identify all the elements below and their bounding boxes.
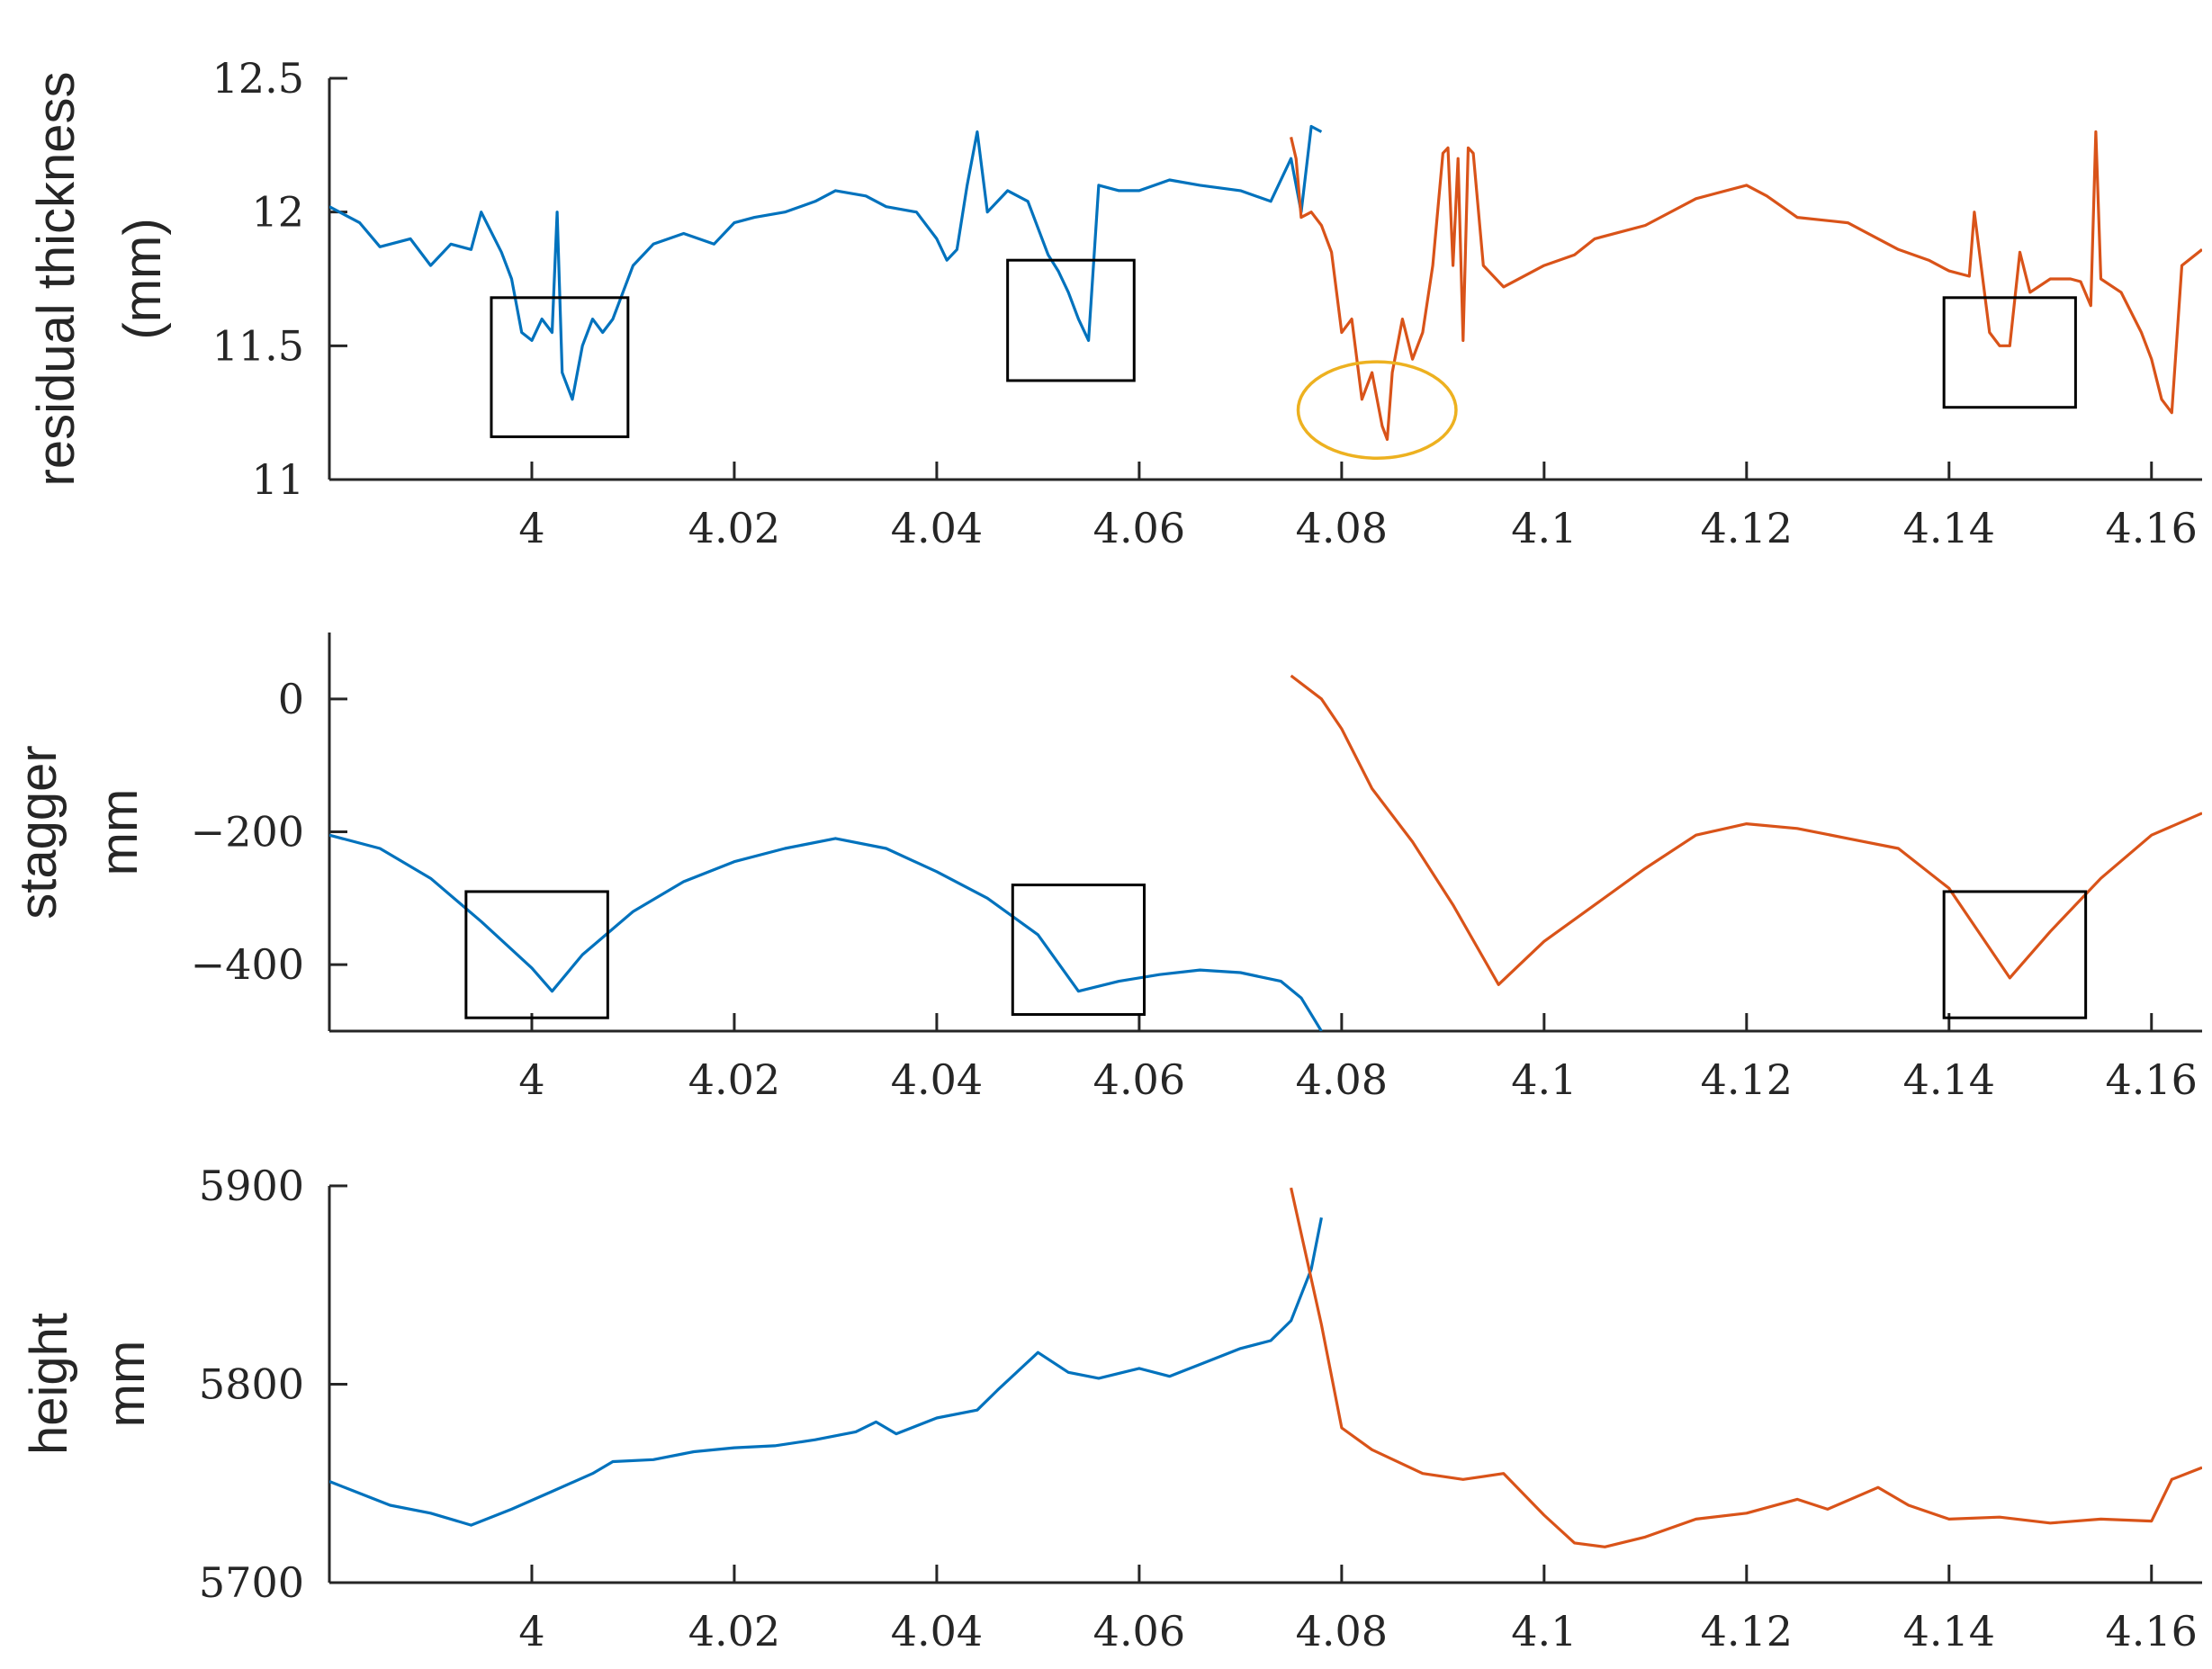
panel-stagger: stagger mm 4 4.02 4.04 4.06 4.08 4.1 4.12 4.14 4… xyxy=(9,633,2202,1104)
panel2-ytick-label: −400 xyxy=(191,940,304,989)
panel-height: height mm 4 4.02 4.04 4.06 4.08 4.1 4.12 4.14 4.… xyxy=(20,1162,2202,1656)
panel1-ytick-label: 11.5 xyxy=(212,321,304,370)
panel2-series-group xyxy=(329,674,2202,1031)
panel2-annotation-box-2 xyxy=(1011,884,1146,1017)
panel3-xtick-label: 4.16 xyxy=(2106,1607,2198,1656)
panel2-series-line-1 xyxy=(329,833,1323,1031)
panel1-xtick-label: 4.06 xyxy=(1093,504,1185,552)
panel3-xtick-label: 4.1 xyxy=(1511,1607,1577,1656)
panel1-xtick-label: 4 xyxy=(518,504,544,552)
panel2-series-line-2 xyxy=(1290,674,2202,986)
panel1-ylabel-line2: (mm) xyxy=(113,218,172,339)
panel2-xtick-label: 4.04 xyxy=(891,1055,983,1104)
panel3-ytick-label: 5900 xyxy=(199,1162,304,1210)
panel2-xtick-label: 4 xyxy=(518,1055,544,1104)
panel1-xtick-label: 4.04 xyxy=(891,504,983,552)
panel-residual-thickness: residual thickness (mm) 4 4.02 4.04 4.06 4.0… xyxy=(27,54,2202,552)
panel1-ytick-label: 12 xyxy=(251,188,304,237)
panel2-annotation-box-1 xyxy=(464,890,609,1019)
panel3-ytick-label: 5800 xyxy=(199,1360,304,1409)
panel1-ytick-label: 11 xyxy=(251,455,304,504)
panel1-xtick-label: 4.08 xyxy=(1296,504,1388,552)
panel1-ylabel-line1: residual thickness xyxy=(27,72,85,487)
panel1-ytick-label: 12.5 xyxy=(212,54,304,103)
panel2-annotation-box-3 xyxy=(1942,890,2088,1019)
panel3-ylabel-line1: height xyxy=(20,1313,78,1455)
panel2-ylabel-line2: mm xyxy=(90,789,148,876)
panel1-series-line-2 xyxy=(1290,130,2202,441)
panel3-xtick-label: 4.04 xyxy=(891,1607,983,1656)
panel2-ytick-label: 0 xyxy=(278,675,304,723)
panel3-xtick-label: 4.12 xyxy=(1701,1607,1793,1656)
panel3-series-line-2 xyxy=(1290,1187,2202,1548)
panel2-xtick-label: 4.02 xyxy=(688,1055,780,1104)
panel2-xtick-label: 4.12 xyxy=(1701,1055,1793,1104)
panel3-series-line-1 xyxy=(329,1216,1323,1527)
panel1-series-group xyxy=(329,124,2202,441)
panel1-series-line-1 xyxy=(329,124,1323,401)
panel3-xtick-label: 4.08 xyxy=(1296,1607,1388,1656)
panel3-xtick-label: 4.06 xyxy=(1093,1607,1185,1656)
panel3-xtick-label: 4.02 xyxy=(688,1607,780,1656)
panel2-xtick-label: 4.16 xyxy=(2106,1055,2198,1104)
panel3-ytick-label: 5700 xyxy=(199,1558,304,1607)
panel3-xtick-label: 4 xyxy=(518,1607,544,1656)
panel3-series-group xyxy=(329,1187,2202,1548)
panel3-xtick-label: 4.14 xyxy=(1903,1607,1995,1656)
panel1-xtick-label: 4.16 xyxy=(2106,504,2198,552)
panel2-ylabel-line1: stagger xyxy=(9,745,67,919)
panel2-xtick-label: 4.08 xyxy=(1296,1055,1388,1104)
panel1-xtick-label: 4.14 xyxy=(1903,504,1995,552)
panel1-xtick-label: 4.12 xyxy=(1701,504,1793,552)
panel2-xtick-label: 4.06 xyxy=(1093,1055,1185,1104)
panel1-xtick-label: 4.02 xyxy=(688,504,780,552)
panel1-annotation-box-2 xyxy=(1006,258,1136,382)
panel2-xtick-label: 4.1 xyxy=(1511,1055,1577,1104)
panel1-highlight-ellipse-1 xyxy=(1296,360,1458,460)
panel1-annotation-box-1 xyxy=(490,296,630,438)
panel2-ytick-label: −200 xyxy=(191,808,304,857)
panel1-xtick-label: 4.1 xyxy=(1511,504,1577,552)
panel2-xtick-label: 4.14 xyxy=(1903,1055,1995,1104)
panel1-annotation-box-3 xyxy=(1942,296,2077,409)
panel3-ylabel-line2: mm xyxy=(97,1341,156,1428)
